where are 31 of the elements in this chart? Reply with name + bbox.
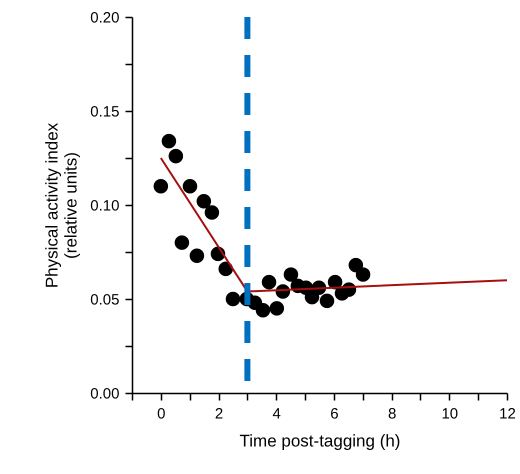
x-tick-label: 10	[441, 406, 458, 422]
point	[204, 205, 220, 220]
point	[348, 258, 364, 272]
point	[256, 303, 270, 318]
point	[226, 292, 240, 306]
point	[182, 178, 198, 194]
point	[190, 248, 204, 263]
point	[154, 178, 168, 194]
x-axis-title: Time post-tagging (h)	[240, 432, 400, 450]
point	[262, 274, 276, 290]
point	[196, 194, 212, 208]
y-tick-label: 0.15	[90, 104, 120, 120]
y-tick-label: 0.00	[90, 386, 120, 402]
point	[304, 290, 320, 304]
point	[284, 267, 298, 282]
point	[356, 267, 370, 282]
y-tick-label: 0.05	[90, 292, 120, 308]
x-tick-label: 6	[330, 406, 339, 422]
y-axis-title: Physical activity index (relative units)	[42, 122, 80, 288]
x-tick-label: 8	[388, 406, 396, 422]
point	[174, 235, 190, 250]
y-tick-label: 0.10	[90, 198, 120, 214]
point	[270, 301, 284, 316]
point	[162, 134, 176, 148]
x-tick-label: 4	[272, 406, 281, 422]
point	[168, 148, 184, 164]
x-tick-label: 12	[499, 406, 516, 422]
y-tick-label: 0.20	[90, 10, 120, 26]
point	[320, 294, 334, 308]
x-tick-label: 0	[157, 406, 166, 422]
x-tick-label: 2	[214, 406, 224, 422]
